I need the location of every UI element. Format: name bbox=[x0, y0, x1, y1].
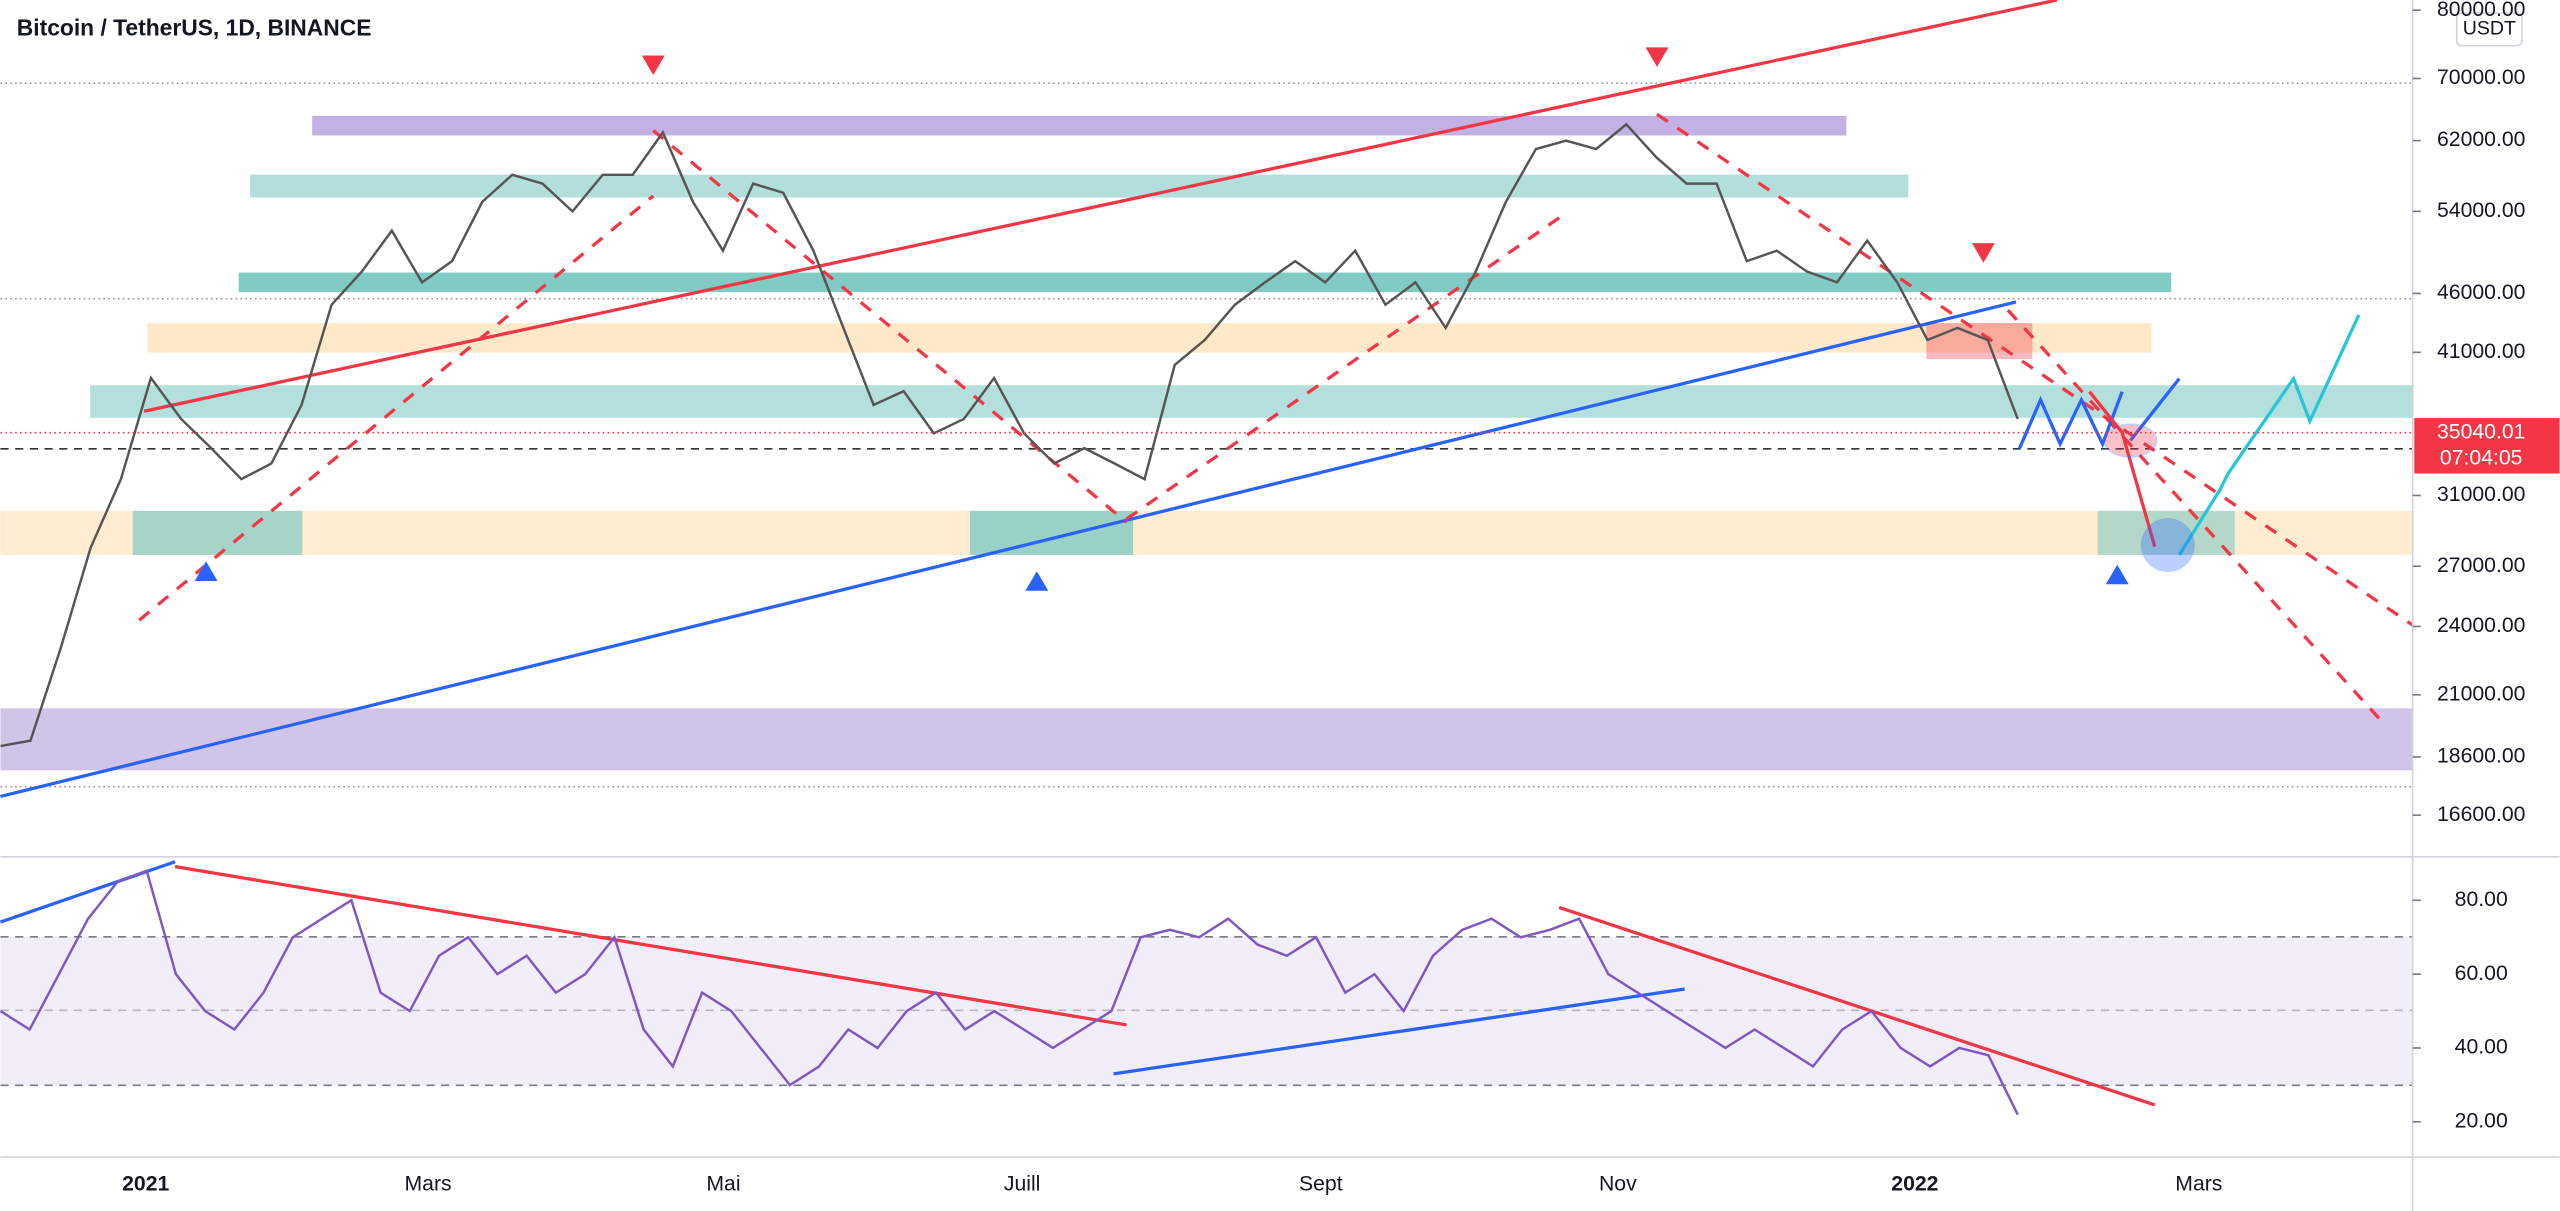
x-tick-label: Mai bbox=[706, 1172, 740, 1195]
price-label-box bbox=[2414, 418, 2560, 474]
y-tick-label: 60.00 bbox=[2455, 962, 2508, 985]
current-price: 35040.01 bbox=[2437, 420, 2525, 443]
y-tick-label: 18600.00 bbox=[2437, 745, 2525, 768]
y-tick-label: 40.00 bbox=[2455, 1036, 2508, 1059]
y-tick-label: 20.00 bbox=[2455, 1109, 2508, 1132]
series-line bbox=[0, 869, 2019, 1116]
y-tick-label: 21000.00 bbox=[2437, 682, 2525, 705]
y-tick-label: 46000.00 bbox=[2437, 281, 2525, 304]
y-tick-label: 41000.00 bbox=[2437, 340, 2525, 363]
x-tick-label: Juill bbox=[1004, 1172, 1041, 1195]
x-tick-label: Mars bbox=[2175, 1172, 2222, 1195]
currency: USDT bbox=[2463, 18, 2516, 40]
y-tick-label: 80000.00 bbox=[2437, 0, 2525, 21]
chart-title: Bitcoin / TetherUS, 1D, BINANCE bbox=[17, 14, 372, 40]
y-tick-label: 70000.00 bbox=[2437, 66, 2525, 89]
y-tick-label: 54000.00 bbox=[2437, 199, 2525, 222]
countdown: 07:04:05 bbox=[2440, 446, 2523, 469]
y-tick-label: 16600.00 bbox=[2437, 803, 2525, 826]
x-tick-label: Sept bbox=[1299, 1172, 1343, 1195]
y-tick-label: 62000.00 bbox=[2437, 128, 2525, 151]
currency-box bbox=[2455, 12, 2523, 47]
x-tick-label: 2021 bbox=[122, 1172, 169, 1195]
x-tick-label: Mars bbox=[404, 1172, 451, 1195]
series-line bbox=[0, 122, 2019, 748]
y-tick-label: 27000.00 bbox=[2437, 554, 2525, 577]
y-tick-label: 80.00 bbox=[2455, 888, 2508, 911]
y-tick-label: 31000.00 bbox=[2437, 483, 2525, 506]
x-tick-label: 2022 bbox=[1891, 1172, 1938, 1195]
y-tick-label: 24000.00 bbox=[2437, 614, 2525, 637]
x-tick-label: Nov bbox=[1599, 1172, 1637, 1195]
